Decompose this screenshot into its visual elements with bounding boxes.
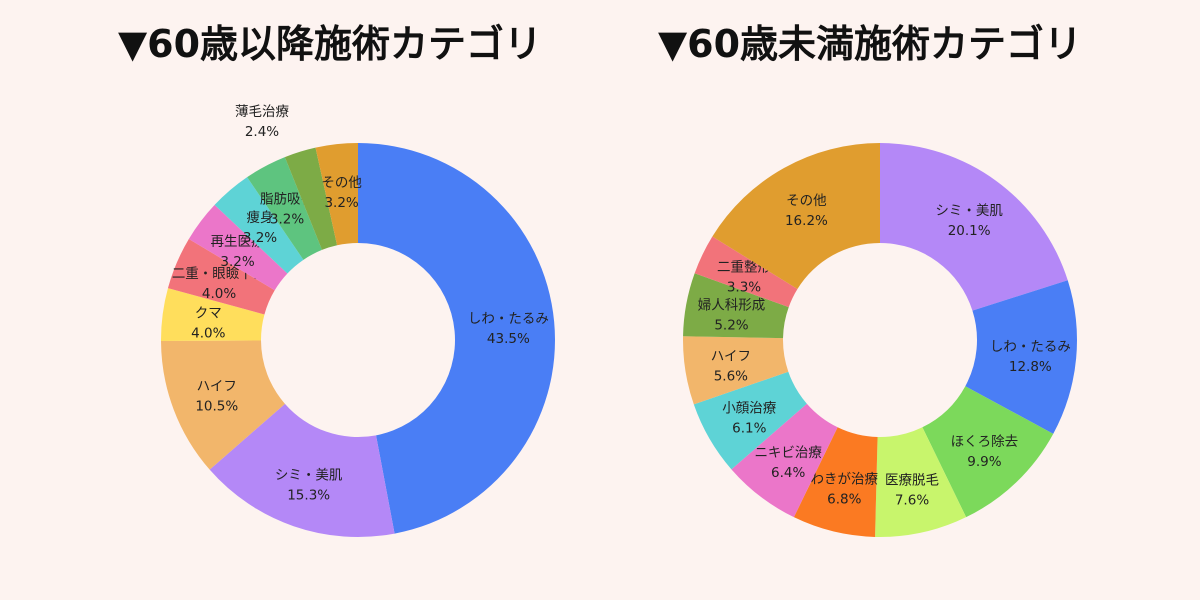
slice-over60-0 <box>358 143 556 534</box>
slice-label-over60-8: 薄毛治療 <box>235 103 289 120</box>
slice-label-under60-8: 婦人科形成 <box>698 297 766 314</box>
slice-label-under60-0: シミ・美肌 <box>935 203 1003 219</box>
slice-percent-under60-7: 5.6% <box>714 369 748 385</box>
slice-label-under60-10: その他 <box>786 193 827 209</box>
slice-label-over60-6: 痩身 <box>246 209 273 226</box>
slice-under60-6 <box>693 371 807 470</box>
slice-label-under60-6: 小顔治療 <box>722 400 776 417</box>
slice-percent-over60-7: 3.2% <box>270 212 304 228</box>
slice-under60-4 <box>793 427 878 537</box>
slice-under60-8 <box>683 273 789 339</box>
donut-under60: シミ・美肌 20.1% しわ・たるみ 12.8% ほくろ除去 9.9% 医療脱毛 7.6% わき… <box>682 143 1078 538</box>
slice-percent-under60-9: 3.3% <box>727 279 761 295</box>
slice-percent-under60-1: 12.8% <box>1009 359 1052 375</box>
slice-over60-8 <box>284 147 338 250</box>
slice-percent-under60-3: 7.6% <box>895 493 929 509</box>
slice-percent-under60-6: 6.1% <box>732 421 766 437</box>
slice-percent-under60-5: 6.4% <box>771 465 805 481</box>
slice-over60-1 <box>209 403 395 537</box>
slice-under60-2 <box>922 386 1054 518</box>
slice-under60-1 <box>965 280 1078 434</box>
slice-percent-over60-2: 10.5% <box>195 398 238 414</box>
chart-title-under-60: ▼60歳未満施術カテゴリ <box>657 22 1083 66</box>
slice-over60-6 <box>214 177 304 274</box>
chart-title-over-60: ▼60歳以降施術カテゴリ <box>117 22 543 66</box>
slice-label-under60-2: ほくろ除去 <box>951 434 1019 450</box>
slice-percent-over60-5: 3.2% <box>220 254 254 270</box>
slice-under60-10 <box>712 143 880 290</box>
slice-under60-7 <box>682 336 789 405</box>
slice-label-over60-2: ハイフ <box>197 378 237 394</box>
slice-under60-0 <box>880 143 1068 311</box>
slice-over60-5 <box>188 204 288 291</box>
slice-over60-3 <box>161 288 265 342</box>
slice-label-over60-1: シミ・美肌 <box>275 468 343 484</box>
slice-label-under60-5: ニキビ治療 <box>754 444 822 461</box>
slice-label-over60-9: その他 <box>321 175 362 191</box>
slice-percent-under60-10: 16.2% <box>785 213 828 229</box>
slice-over60-4 <box>167 238 275 315</box>
slice-under60-3 <box>875 427 967 538</box>
slice-label-over60-0: しわ・たるみ <box>468 311 549 327</box>
slice-label-under60-1: しわ・たるみ <box>990 339 1071 355</box>
slice-over60-2 <box>161 340 285 470</box>
slice-label-over60-3: クマ <box>195 305 222 321</box>
slice-percent-under60-0: 20.1% <box>948 223 991 239</box>
slice-label-under60-3: 医療脱毛 <box>885 472 939 489</box>
slice-percent-under60-4: 6.8% <box>827 492 861 508</box>
slice-under60-9 <box>694 236 798 308</box>
slice-percent-under60-2: 9.9% <box>967 454 1001 470</box>
slice-percent-under60-8: 5.2% <box>714 318 748 334</box>
slice-over60-9 <box>315 143 358 246</box>
donut-over60: しわ・たるみ43.5%シミ・美肌15.3%ハイフ10.5%クマ4.0%二重・眼瞼… <box>161 103 556 537</box>
slice-percent-over60-4: 4.0% <box>202 286 236 302</box>
slice-label-under60-7: ハイフ <box>711 349 751 365</box>
slice-under60-5 <box>731 403 838 518</box>
slice-percent-over60-1: 15.3% <box>287 488 330 504</box>
slice-percent-over60-9: 3.2% <box>324 195 358 211</box>
slice-percent-over60-3: 4.0% <box>191 325 225 341</box>
slice-label-under60-4: わきが治療 <box>811 471 879 488</box>
slice-percent-over60-8: 2.4% <box>245 124 279 140</box>
slice-over60-7 <box>247 157 322 260</box>
slice-percent-over60-6: 3.2% <box>243 230 277 246</box>
slice-percent-over60-0: 43.5% <box>487 331 530 347</box>
